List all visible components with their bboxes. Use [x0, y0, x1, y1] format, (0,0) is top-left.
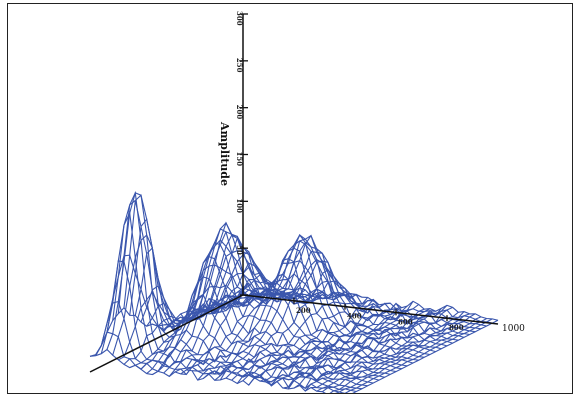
mesh-line-v	[168, 234, 425, 358]
back-tick-label: 800	[449, 323, 464, 332]
z-axis-label: Amplitude	[218, 121, 231, 186]
z-tick-label: 200	[235, 105, 244, 120]
back-tick-label: 400	[347, 312, 362, 321]
z-tick-label: 250	[235, 58, 244, 73]
mesh-line-v	[163, 221, 419, 361]
mesh-line-u	[316, 313, 470, 392]
mesh-line-u	[329, 316, 482, 393]
mesh-line-u	[335, 318, 487, 393]
mesh-line-v	[180, 247, 436, 353]
mesh-line-u	[123, 288, 278, 365]
chart-frame: Amplitude 1000 50 100 150 200 250 300 200 400 6…	[7, 3, 573, 394]
back-tick-label: 600	[398, 317, 413, 326]
z-tick-label: 100	[235, 198, 244, 213]
mesh-line-v	[140, 276, 397, 373]
mesh-line-v	[197, 234, 453, 344]
mesh-line-v	[208, 260, 465, 338]
mesh-line-v	[203, 250, 459, 341]
z-tick-label: 150	[235, 152, 244, 167]
mesh-line-v	[152, 241, 408, 367]
back-tick-label: 200	[296, 306, 311, 315]
mesh-line-u	[265, 303, 420, 386]
z-ticks: 50 100 150 200 250 300	[235, 11, 248, 296]
mesh-line-u	[344, 318, 493, 393]
mesh-line-u	[310, 311, 465, 389]
mesh-line-v	[100, 300, 357, 393]
back-axis-ticks: 200 400 600 800	[293, 297, 464, 332]
surface-plot: Amplitude 1000 50 100 150 200 250 300 200 400 6…	[89, 11, 525, 393]
mesh-line-u	[282, 310, 436, 389]
front-left-axis-line	[89, 294, 244, 373]
z-tick-label: 300	[235, 11, 244, 26]
mesh-line-v	[214, 269, 470, 336]
mesh-line-v	[89, 348, 326, 393]
mesh-line-v	[146, 255, 402, 370]
mesh-line-v	[129, 217, 385, 378]
x-end-label: 1000	[502, 324, 525, 334]
mesh-line-u	[321, 313, 476, 393]
mesh-line-v	[117, 190, 374, 384]
wireframe-surface	[89, 190, 499, 393]
mesh-line-v	[174, 237, 431, 356]
mesh-line-v	[106, 260, 363, 390]
back-axis-line	[242, 294, 499, 325]
mesh-line-u	[236, 302, 391, 384]
mesh-line-u	[174, 279, 329, 373]
mesh-line-v	[157, 228, 414, 364]
z-tick-label: 50	[235, 245, 244, 255]
mesh-line-u	[352, 319, 499, 393]
